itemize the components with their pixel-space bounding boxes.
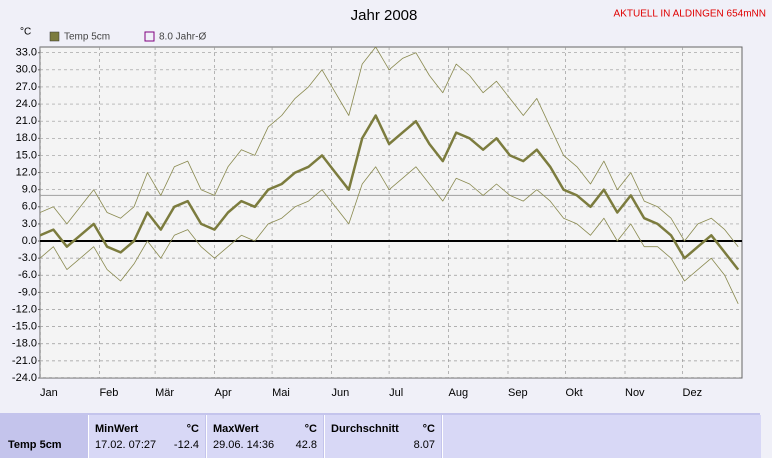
x-tick-label: Jun xyxy=(332,387,350,399)
x-tick-label: Jan xyxy=(40,387,58,399)
column-unit: °C xyxy=(422,423,435,435)
y-tick-label: 24.0 xyxy=(16,98,37,110)
y-tick-label: -24.0 xyxy=(12,372,37,384)
x-tick-label: Sep xyxy=(508,387,528,399)
x-tick-label: Jul xyxy=(389,387,403,399)
series-line xyxy=(40,47,739,247)
station-label: AKTUELL IN ALDINGEN 654mNN xyxy=(614,9,766,20)
column-value: 8.07 xyxy=(413,439,435,451)
y-tick-label: 3.0 xyxy=(22,218,37,230)
row-label: Temp 5cm xyxy=(8,439,62,451)
stats-cell: MaxWert °C 29.06. 14:36 42.8 xyxy=(206,415,323,458)
y-axis-label: °C xyxy=(20,27,31,38)
y-tick-label: 15.0 xyxy=(16,149,37,161)
x-tick-label: Feb xyxy=(99,387,118,399)
y-tick-label: 6.0 xyxy=(22,201,37,213)
y-tick-label: 30.0 xyxy=(16,64,37,76)
series-line xyxy=(40,114,740,271)
legend-swatch xyxy=(49,31,60,42)
y-tick-label: 18.0 xyxy=(16,132,37,144)
legend-label: Temp 5cm xyxy=(64,32,110,43)
stats-cell: MinWert °C 17.02. 07:27 -12.4 xyxy=(88,415,205,458)
legend-swatch xyxy=(144,31,155,42)
chart: Jahr 2008 AKTUELL IN ALDINGEN 654mNN °C … xyxy=(12,7,766,399)
y-tick-label: -9.0 xyxy=(18,286,37,298)
stats-cell: Durchschnitt °C 8.07 xyxy=(324,415,441,458)
column-unit: °C xyxy=(304,423,317,435)
stats-table: Temp 5cm MinWert °C 17.02. 07:27 -12.4 MaxWe… xyxy=(0,413,761,458)
column-value: 42.8 xyxy=(295,439,317,451)
x-tick-label: Mär xyxy=(155,387,174,399)
y-tick-label: -6.0 xyxy=(18,269,37,281)
column-time: 29.06. 14:36 xyxy=(213,439,275,451)
x-tick-label: Okt xyxy=(566,387,583,399)
plot-area xyxy=(39,46,743,379)
plot xyxy=(40,47,742,378)
chart-title: Jahr 2008 xyxy=(351,7,418,24)
column-title: MinWert xyxy=(95,423,139,435)
x-tick-label: Mai xyxy=(272,387,290,399)
series-line xyxy=(40,166,739,304)
column-unit: °C xyxy=(186,423,199,435)
x-tick-label: Dez xyxy=(683,387,703,399)
y-tick-label: -3.0 xyxy=(18,252,37,264)
column-title: MaxWert xyxy=(213,423,259,435)
legend-label: 8.0 Jahr-Ø xyxy=(159,32,206,43)
x-tick-label: Aug xyxy=(449,387,469,399)
y-tick-label: -12.0 xyxy=(12,303,37,315)
y-tick-label: -21.0 xyxy=(12,355,37,367)
x-tick-label: Nov xyxy=(625,387,645,399)
column-time: 17.02. 07:27 xyxy=(95,439,157,451)
y-tick-label: -18.0 xyxy=(12,338,37,350)
stats-cell-empty xyxy=(442,415,761,458)
y-tick-label: 33.0 xyxy=(16,47,37,59)
y-tick-label: 0.0 xyxy=(22,235,37,247)
column-title: Durchschnitt xyxy=(331,423,399,435)
x-tick-label: Apr xyxy=(215,387,232,399)
y-tick-label: -15.0 xyxy=(12,321,37,333)
y-tick-label: 12.0 xyxy=(16,166,37,178)
y-tick-label: 27.0 xyxy=(16,81,37,93)
y-tick-label: 9.0 xyxy=(22,184,37,196)
y-tick-label: 21.0 xyxy=(16,115,37,127)
column-value: -12.4 xyxy=(173,439,199,451)
